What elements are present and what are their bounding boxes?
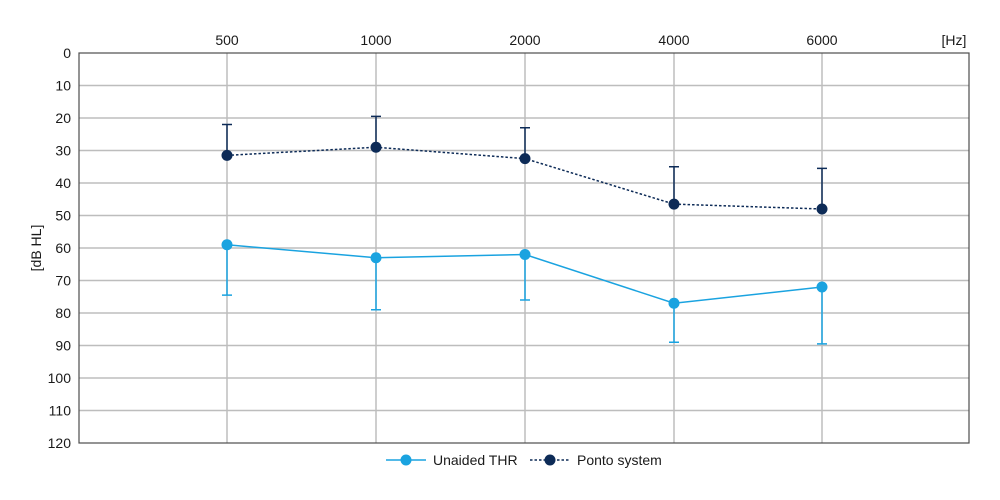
x-tick-label: 500 [215, 32, 239, 48]
data-point [668, 297, 680, 309]
y-tick-label: 80 [55, 305, 71, 321]
data-point [816, 281, 828, 293]
y-tick-label: 60 [55, 240, 71, 256]
y-tick-label: 100 [48, 370, 72, 386]
legend-item: Ponto system [530, 452, 662, 468]
data-point [816, 203, 828, 215]
data-point [519, 249, 531, 260]
y-axis-label: [dB HL] [28, 225, 44, 272]
legend-label: Ponto system [577, 452, 662, 468]
x-unit-label: [Hz] [942, 32, 967, 48]
y-tick-labels: 0 10 20 30 40 50 60 70 80 90 100 110 120 [48, 45, 72, 451]
x-tick-label: 4000 [658, 32, 689, 48]
data-point [668, 198, 680, 210]
series-layer [221, 115, 828, 345]
y-tick-label: 10 [55, 78, 71, 94]
x-tick-label: 1000 [360, 32, 391, 48]
data-point [370, 252, 382, 264]
legend-item: Unaided THR [386, 452, 518, 468]
data-point [519, 153, 531, 165]
data-point [221, 239, 233, 251]
y-tick-label: 20 [55, 110, 71, 126]
plot-frame [78, 52, 970, 444]
y-tick-label: 0 [63, 45, 71, 61]
x-tick-label: 6000 [806, 32, 837, 48]
y-tick-label: 70 [55, 273, 71, 289]
grid-lines [79, 53, 969, 443]
y-tick-label: 110 [49, 403, 72, 419]
x-tick-labels: 500 1000 2000 4000 6000 [215, 32, 837, 48]
data-point [221, 149, 233, 161]
legend-label: Unaided THR [433, 452, 518, 468]
legend-marker [544, 454, 556, 466]
legend-marker [400, 454, 412, 466]
y-tick-label: 30 [55, 143, 71, 159]
x-tick-label: 2000 [509, 32, 540, 48]
y-tick-label: 90 [55, 338, 71, 354]
y-tick-label: 50 [55, 208, 71, 224]
y-tick-label: 120 [48, 435, 72, 451]
data-point [370, 141, 382, 153]
series-unaided-thr [221, 239, 828, 345]
legend: Unaided THR Ponto system [386, 452, 662, 468]
y-tick-label: 40 [55, 175, 71, 191]
series-ponto-system [221, 115, 828, 215]
